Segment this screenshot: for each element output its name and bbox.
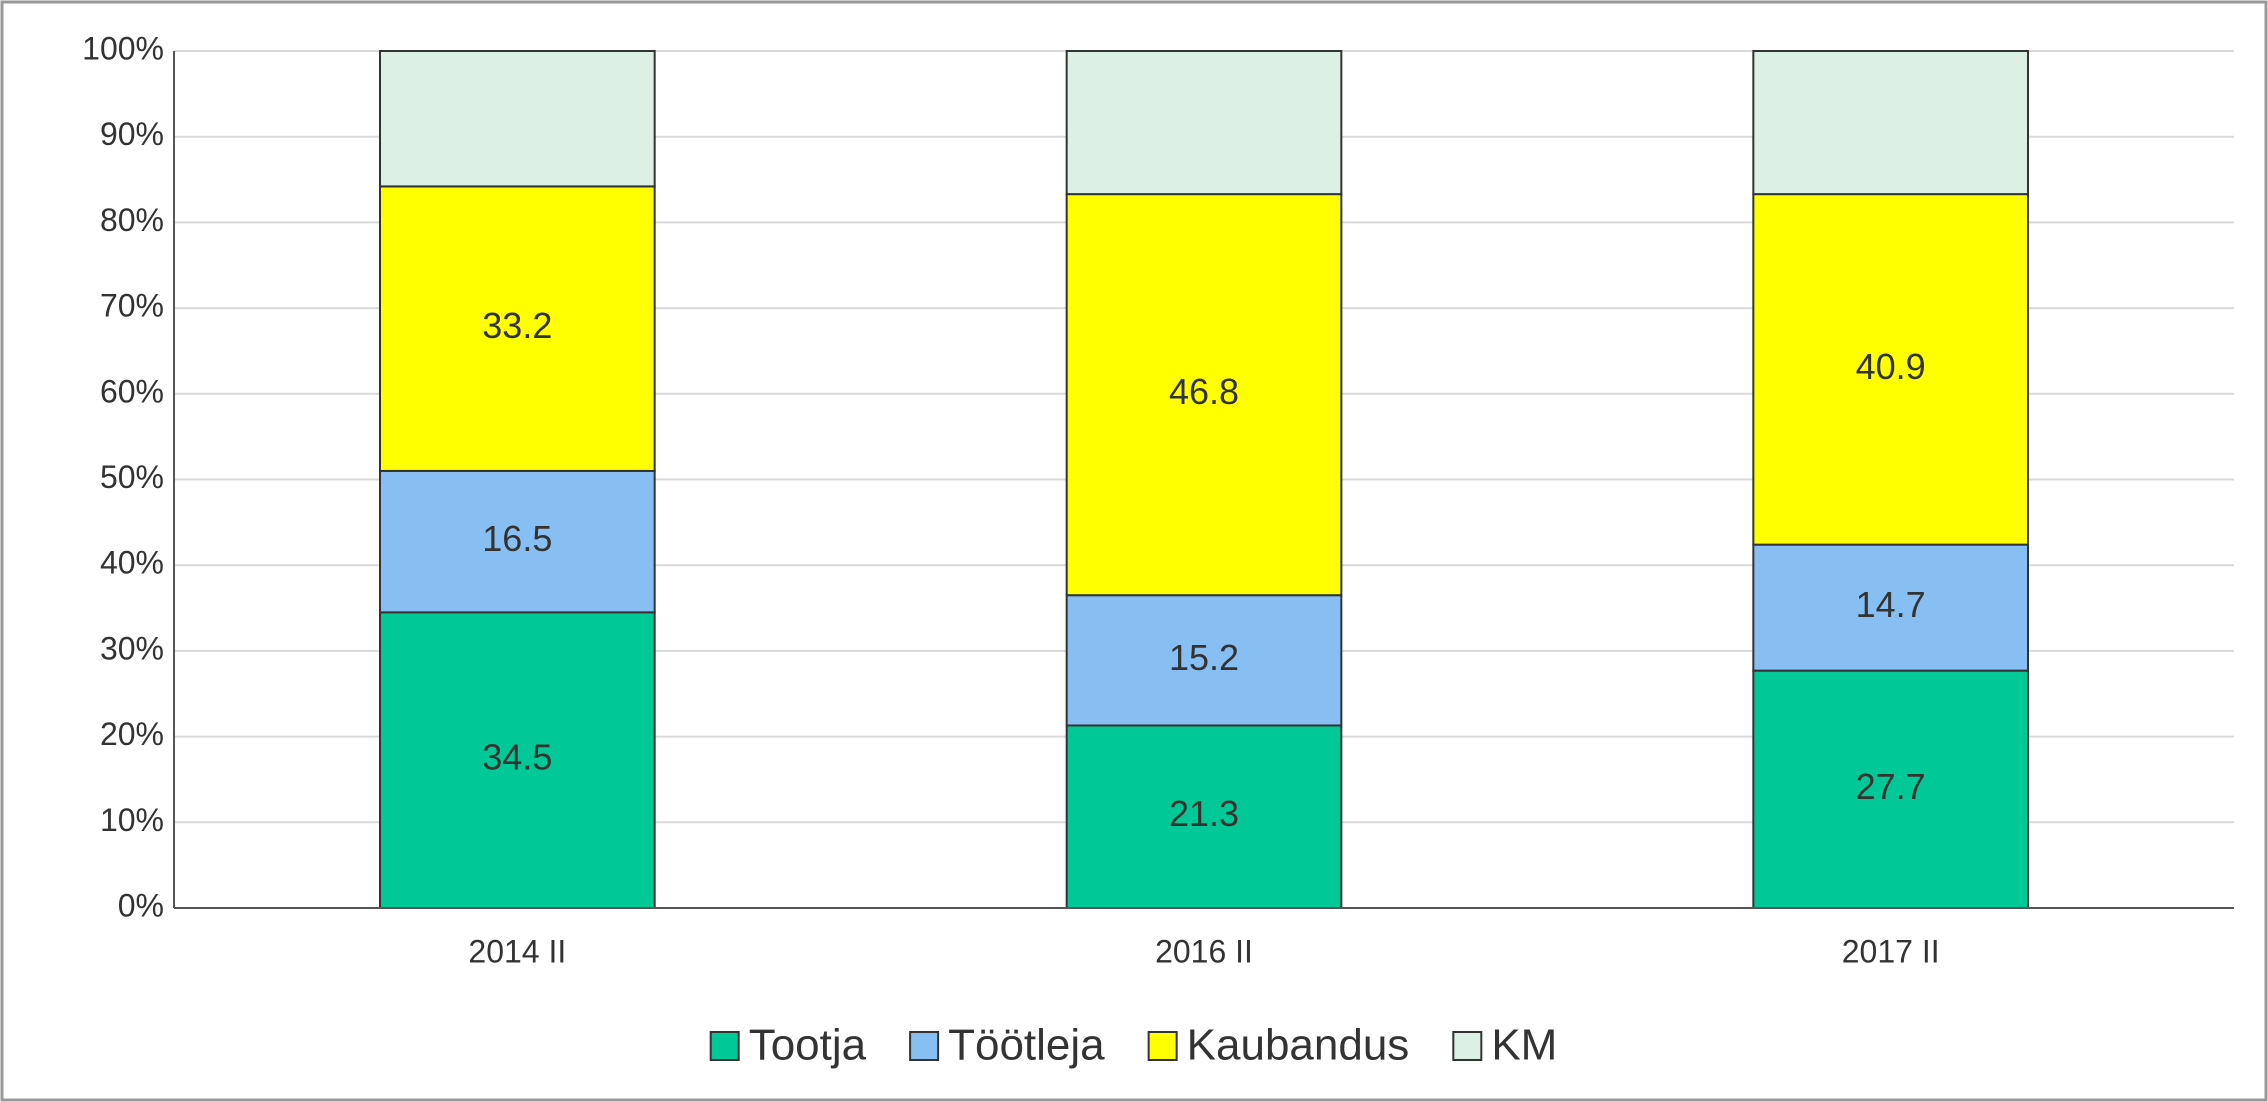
y-tick-label: 70% xyxy=(100,288,164,324)
legend-label: Kaubandus xyxy=(1187,1021,1410,1070)
data-label: 27.7 xyxy=(1856,766,1926,807)
data-label: 16.5 xyxy=(482,518,552,559)
data-label: 34.5 xyxy=(482,737,552,778)
legend-label: Tootja xyxy=(749,1021,867,1070)
bar-segment xyxy=(379,611,656,910)
legend-swatch xyxy=(709,1031,740,1061)
data-label: 40.9 xyxy=(1856,346,1926,387)
bar-segment xyxy=(379,50,656,188)
x-tick-label: 2016 II xyxy=(1155,933,1253,969)
y-tick-label: 80% xyxy=(100,202,164,238)
data-label: 14.7 xyxy=(1856,584,1926,625)
y-tick-label: 30% xyxy=(100,630,164,666)
data-label: 21.3 xyxy=(1169,793,1239,834)
y-tick-label: 20% xyxy=(100,716,164,752)
y-tick-label: 40% xyxy=(100,545,164,581)
y-tick-label: 10% xyxy=(100,802,164,838)
bar-segment xyxy=(1752,193,2030,546)
bar-segment xyxy=(1065,50,1343,196)
y-tick-label: 50% xyxy=(100,459,164,495)
bar-segment xyxy=(1752,543,2030,672)
x-tick-label: 2017 II xyxy=(1842,933,1940,969)
data-label: 15.2 xyxy=(1169,637,1239,678)
x-tick-label: 2014 II xyxy=(468,933,566,969)
y-tick-label: 60% xyxy=(100,373,164,409)
bar-segment xyxy=(379,185,656,472)
legend-swatch xyxy=(1147,1031,1178,1061)
legend-label: Töötleja xyxy=(948,1021,1105,1070)
bar-segment xyxy=(1065,594,1343,727)
bar-segment xyxy=(1752,50,2030,196)
legend-swatch xyxy=(909,1031,940,1061)
legend-label: KM xyxy=(1491,1021,1557,1070)
bar-segment xyxy=(1752,669,2030,910)
bar-segment xyxy=(379,469,656,614)
y-tick-label: 90% xyxy=(100,116,164,152)
data-label: 33.2 xyxy=(482,305,552,346)
data-label: 46.8 xyxy=(1169,371,1239,412)
y-tick-label: 0% xyxy=(118,887,164,923)
legend-swatch xyxy=(1452,1031,1483,1061)
y-tick-label: 100% xyxy=(82,30,164,66)
